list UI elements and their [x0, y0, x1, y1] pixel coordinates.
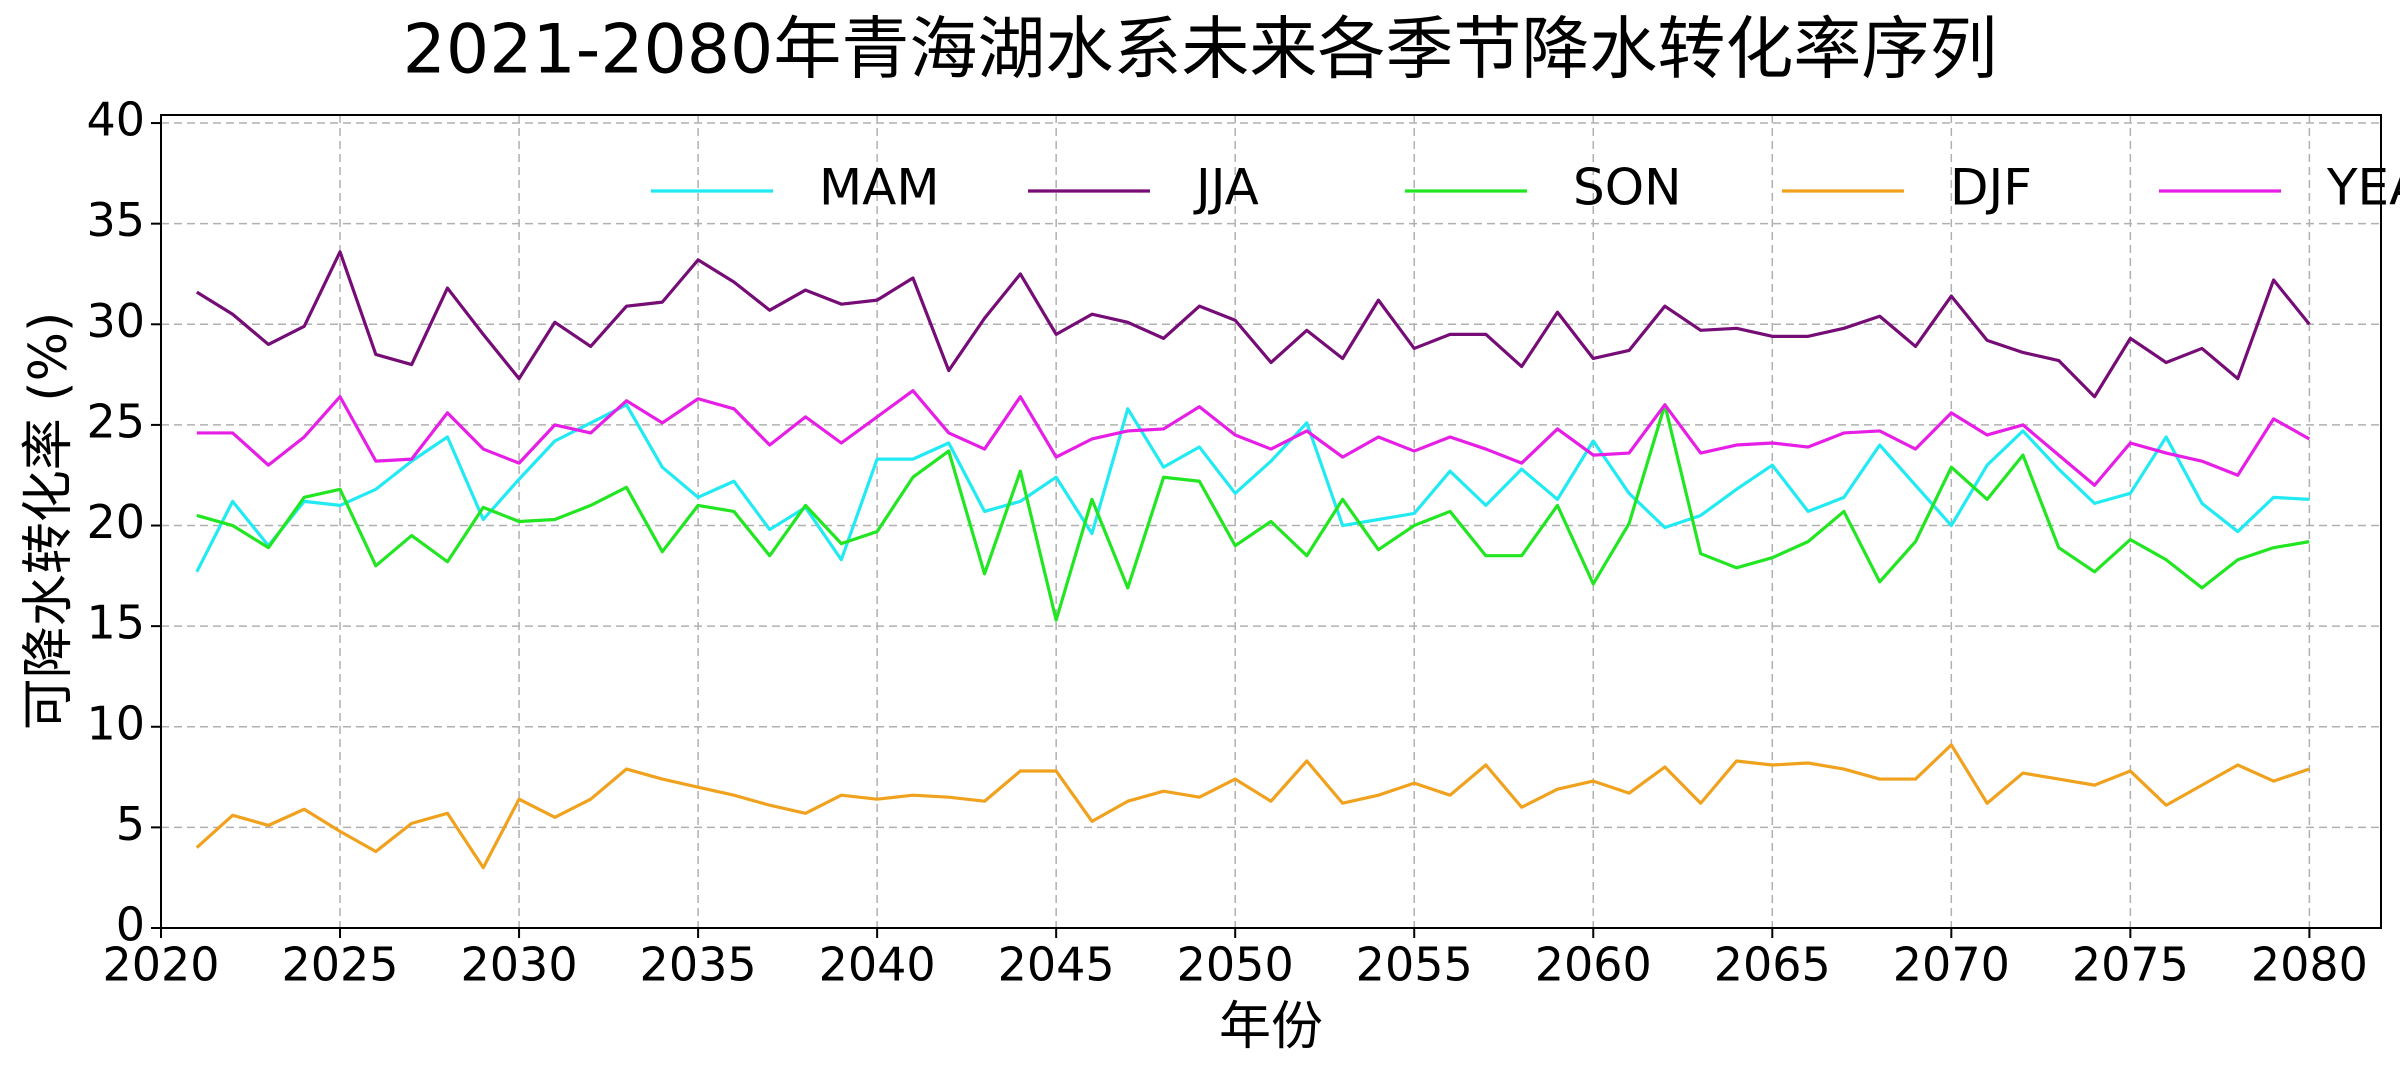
y-tick-label: 30 [86, 294, 145, 348]
y-tick-label: 0 [116, 898, 145, 952]
y-tick-label: 5 [116, 797, 145, 851]
x-tick-label: 2020 [102, 938, 219, 992]
x-axis-label: 年份 [1219, 997, 1323, 1057]
series-line [195, 403, 2310, 573]
legend-label: JJA [1193, 159, 1259, 217]
x-tick-label: 2075 [2072, 938, 2189, 992]
x-tick-label: 2035 [640, 938, 757, 992]
y-tick-label: 35 [86, 193, 145, 247]
y-tick-label: 15 [86, 596, 145, 650]
series-line [195, 250, 2311, 399]
x-tick-label: 2070 [1893, 938, 2010, 992]
x-tick-label: 2050 [1177, 938, 1294, 992]
y-axis-label: 可降水转化率 (%) [19, 312, 79, 731]
x-tick-label: 2045 [998, 938, 1115, 992]
legend-label: YEAR [2326, 159, 2400, 217]
y-tick-label: 10 [86, 696, 145, 750]
chart-title: 2021-2080年青海湖水系未来各季节降水转化率序列 [403, 11, 1998, 90]
x-tick-label: 2080 [2251, 938, 2368, 992]
x-tick-label: 2060 [1535, 938, 1652, 992]
legend-label: SON [1573, 159, 1682, 217]
x-tick-label: 2025 [281, 938, 398, 992]
x-tick-label: 2030 [461, 938, 578, 992]
y-tick-label: 20 [86, 495, 145, 549]
x-tick-label: 2040 [819, 938, 936, 992]
legend-label: MAM [819, 159, 939, 217]
series-line [195, 743, 2310, 870]
legend-label: DJF [1950, 159, 2032, 217]
x-tick-label: 2055 [1356, 938, 1473, 992]
y-tick-label: 40 [86, 93, 145, 147]
y-tick-label: 25 [86, 394, 145, 448]
series-line [196, 403, 2310, 622]
x-tick-label: 2065 [1714, 938, 1831, 992]
plot-frame [160, 114, 2382, 929]
series-line [196, 389, 2311, 487]
